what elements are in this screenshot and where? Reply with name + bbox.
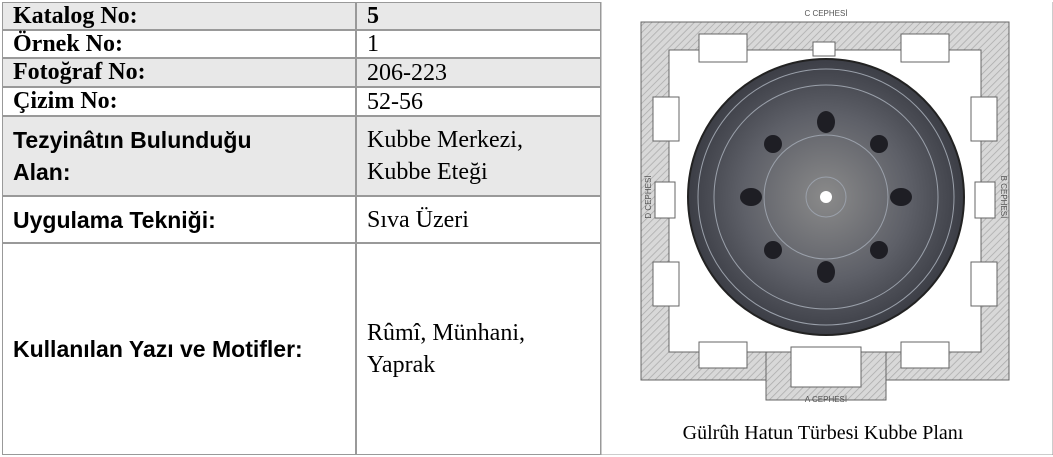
figure-caption: Gülrûh Hatun Türbesi Kubbe Planı [683, 422, 964, 444]
value: 5 [367, 3, 379, 29]
label: Fotoğraf No: [13, 59, 146, 85]
label-cell: Katalog No: [2, 2, 356, 30]
value-cell: Rûmî, Münhani, Yaprak [356, 243, 601, 455]
label: Örnek No: [13, 30, 123, 57]
label-cell: Tezyinâtın Bulunduğu Alan: [2, 116, 356, 196]
plan-label: B CEPHESİ [999, 176, 1008, 219]
plan-label: C CEPHESİ [804, 9, 847, 18]
label: Uygulama Tekniği: [13, 206, 216, 233]
dome-center [820, 191, 832, 203]
value: 52-56 [367, 88, 423, 115]
label-cell: Kullanılan Yazı ve Motifler: [2, 243, 356, 455]
plan-label: A CEPHESİ [805, 395, 847, 404]
label-cell: Fotoğraf No: [2, 58, 356, 87]
plan-label: D CEPHESİ [644, 175, 653, 218]
value-cell: Kubbe Merkezi, Kubbe Eteği [356, 116, 601, 196]
label-cell: Örnek No: [2, 30, 356, 58]
value-cell: 52-56 [356, 87, 601, 116]
dome-rings [697, 68, 955, 326]
value: 1 [367, 31, 379, 57]
value: Sıva Üzeri [367, 206, 469, 233]
label: Katalog No: [13, 2, 138, 29]
plan-figure: C CEPHESİ A CEPHESİ D CEPHESİ B CEPHESİ … [601, 2, 1053, 455]
value-cell: 1 [356, 30, 601, 58]
dome-motifs [740, 111, 912, 283]
value: Rûmî, Münhani, Yaprak [367, 320, 526, 378]
label-cell: Çizim No: [2, 87, 356, 116]
value-cell: Sıva Üzeri [356, 196, 601, 243]
label: Tezyinâtın Bulunduğu Alan: [13, 127, 252, 185]
value: Kubbe Merkezi, Kubbe Eteği [367, 127, 523, 185]
niches [652, 33, 998, 388]
label: Çizim No: [13, 88, 118, 114]
label-cell: Uygulama Tekniği: [2, 196, 356, 243]
value: 206-223 [367, 59, 447, 86]
value-cell: 206-223 [356, 58, 601, 87]
value-cell: 5 [356, 2, 601, 30]
label: Kullanılan Yazı ve Motifler: [13, 336, 303, 362]
